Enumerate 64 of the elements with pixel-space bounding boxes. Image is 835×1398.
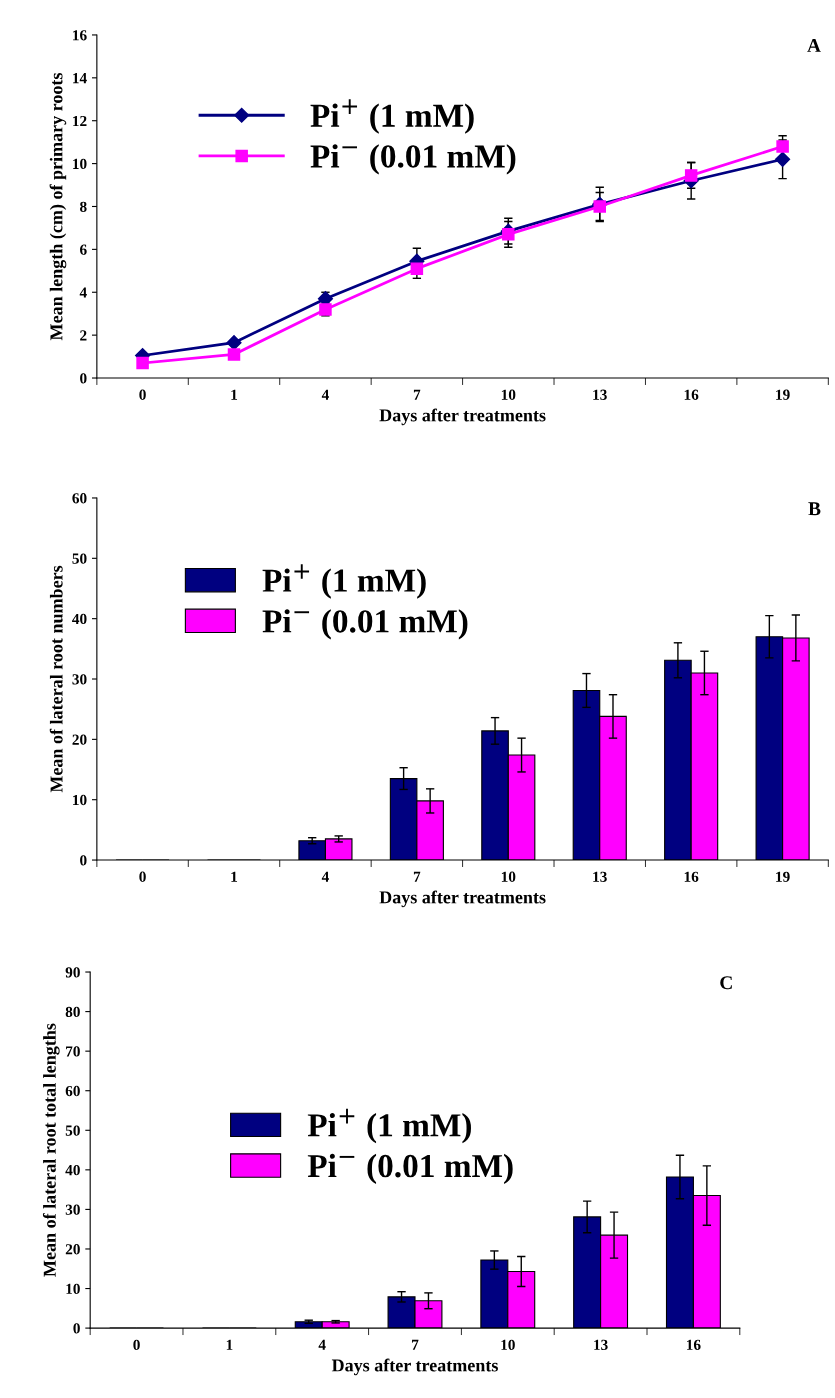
y-tick-label: 10 [73,794,87,806]
annotation: B [808,502,821,516]
x-tick-label: 4 [321,871,329,882]
x-tick-label: 10 [501,389,516,400]
annotation: A [807,39,821,52]
x-tick-label: 4 [321,389,329,400]
legend-label: Pi$^{−}$ (0.01 mM) [307,1153,513,1185]
legend-label: Pi$^{+}$ (1 mM) [262,564,426,599]
x-tick-label: 16 [686,1339,701,1350]
x-tick-label: 19 [776,871,790,882]
x-tick-label: 16 [684,389,699,400]
y-tick-label: 30 [72,674,87,685]
y-axis-title: Mean length (cm) of primary roots [49,72,67,341]
x-tick-label: 0 [133,1339,140,1350]
x-tick-label: 7 [412,1339,419,1350]
y-tick-label: 40 [65,1164,80,1176]
y-tick-label: 10 [66,1283,80,1294]
y-tick-label: 70 [66,1046,80,1057]
x-axis-title: Days after treatments [379,890,546,908]
x-tick-label: 1 [231,871,238,882]
x-tick-label: 19 [776,389,790,400]
y-tick-label: 30 [65,1204,80,1215]
x-tick-label: 10 [501,871,516,882]
y-tick-label: 10 [73,158,87,170]
y-tick-label: 2 [80,330,87,341]
y-tick-label: 20 [65,1244,80,1255]
annotation: C [720,976,732,990]
x-tick-label: 16 [684,871,699,882]
y-tick-label: 50 [65,1125,80,1136]
y-tick-label: 6 [80,244,87,255]
x-tick-label: 7 [413,389,421,400]
y-axis-title: Mean of lateral root numbers [49,565,63,793]
y-tick-label: 40 [72,613,87,625]
x-tick-label: 7 [413,871,421,882]
y-tick-label: 14 [73,73,87,84]
legend-label: Pi$^{+}$ (1 mM) [307,1108,471,1144]
y-tick-label: 12 [73,115,87,127]
y-axis-title: Mean of lateral root total lengths [42,1023,60,1277]
x-tick-label: 13 [593,871,607,882]
x-axis-title: Days after treatments [331,1358,498,1376]
x-tick-label: 1 [231,389,238,400]
y-tick-label: 0 [80,373,87,384]
legend-label: Pi$^{+}$ (1 mM) [310,99,474,134]
y-tick-label: 16 [73,30,87,41]
y-tick-label: 0 [73,1323,80,1334]
x-tick-label: 0 [139,871,146,882]
x-tick-label: 4 [318,1339,326,1350]
x-tick-label: 1 [226,1339,233,1350]
y-tick-label: 4 [79,287,87,298]
y-tick-label: 20 [72,734,87,745]
y-tick-label: 80 [65,1006,80,1018]
legend-label: Pi$^{−}$ (0.01 mM) [310,144,516,175]
x-tick-label: 13 [594,1339,608,1350]
y-tick-label: 90 [65,967,80,978]
y-tick-label: 50 [72,553,87,564]
x-tick-label: 13 [593,389,607,400]
x-axis-title: Days after treatments [379,408,546,426]
y-tick-label: 60 [65,1085,80,1097]
y-tick-label: 8 [80,201,87,212]
y-tick-label: 0 [80,855,87,866]
y-tick-label: 60 [72,493,87,504]
legend-label: Pi$^{−}$ (0.01 mM) [262,609,468,640]
x-tick-label: 0 [139,389,146,400]
x-tick-label: 10 [501,1339,515,1350]
